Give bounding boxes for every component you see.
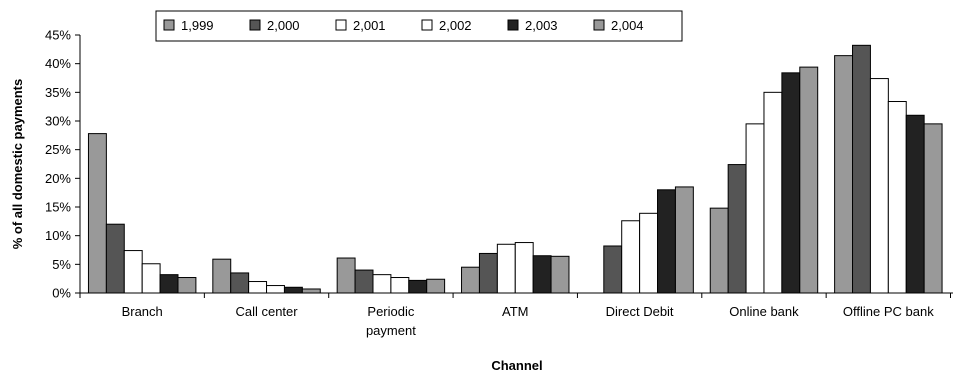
bar-2-004-atm	[550, 255, 570, 294]
x-tick-label-offline-pc-bank: Offline PC bank	[843, 304, 934, 319]
bar-2-001-call-center	[248, 281, 268, 294]
legend-label-1-999: 1,999	[181, 18, 214, 33]
bar-2-003-offline-pc-bank	[905, 114, 925, 294]
legend-swatch-2-003	[507, 19, 519, 31]
x-axis-title: Channel	[491, 358, 542, 373]
y-tick-label: 45%	[45, 28, 71, 43]
legend-label-2-003: 2,003	[525, 18, 558, 33]
x-tick-label-call-center: Call center	[235, 304, 298, 319]
bar-1-999-atm	[461, 266, 480, 294]
bar-2-003-call-center	[283, 286, 303, 294]
bar-2-003-periodic-payment	[408, 279, 428, 294]
x-axis: Branch Call center Periodic payment ATM Direc…	[79, 292, 953, 338]
bar-2-000-offline-pc-bank	[852, 44, 871, 294]
bar-2-002-direct-debit	[639, 212, 659, 294]
bar-2-001-offline-pc-bank	[869, 78, 889, 294]
bar-2-000-call-center	[230, 272, 250, 294]
legend-label-2-000: 2,000	[267, 18, 300, 33]
legend-swatch-2-002	[421, 19, 433, 31]
legend-swatch-1-999	[163, 19, 175, 31]
bar-2-000-periodic-payment	[354, 269, 374, 294]
y-tick-label: 0%	[52, 286, 71, 301]
bar-1-999-branch	[87, 133, 107, 294]
bar-2-003-direct-debit	[657, 189, 676, 294]
bar-2-002-atm	[514, 242, 534, 294]
y-tick-label: 15%	[45, 200, 71, 215]
bar-1-999-periodic-payment	[336, 257, 356, 294]
y-tick-label: 10%	[45, 228, 71, 243]
bar-series-group	[87, 44, 943, 294]
x-tick-label-online-bank: Online bank	[729, 304, 799, 319]
bar-2-002-branch	[141, 263, 161, 294]
bar-2-001-atm	[496, 243, 516, 294]
legend-swatch-2-001	[335, 19, 347, 31]
bar-2-002-call-center	[266, 285, 285, 294]
bar-2-000-atm	[478, 252, 498, 294]
bar-2-004-online-bank	[799, 66, 819, 294]
bar-2-003-online-bank	[781, 72, 801, 294]
y-tick-label: 20%	[45, 171, 71, 186]
bar-2-001-periodic-payment	[372, 274, 392, 294]
legend-label-2-004: 2,004	[611, 18, 644, 33]
bar-2-000-branch	[105, 223, 125, 294]
y-tick-label: 5%	[52, 257, 71, 272]
x-tick-label-periodic-payment: Periodic payment	[366, 304, 416, 338]
bar-2-001-branch	[123, 250, 143, 294]
legend-label-2-002: 2,002	[439, 18, 472, 33]
bar-2-002-offline-pc-bank	[887, 101, 907, 294]
bar-2-004-periodic-payment	[426, 278, 446, 294]
bar-1-999-online-bank	[709, 207, 729, 294]
x-tick-label-atm: ATM	[502, 304, 528, 319]
bar-2-001-online-bank	[745, 123, 765, 294]
bar-2-004-call-center	[301, 288, 321, 294]
bar-2-004-offline-pc-bank	[923, 123, 943, 294]
legend-swatch-2-004	[593, 19, 605, 31]
legend-swatch-2-000	[249, 19, 261, 31]
legend-label-2-001: 2,001	[353, 18, 386, 33]
bar-2-004-branch	[177, 277, 197, 294]
bar-2-000-online-bank	[727, 164, 747, 294]
bar-2-004-direct-debit	[674, 186, 694, 294]
y-tick-label: 25%	[45, 142, 71, 157]
x-tick-label-direct-debit: Direct Debit	[606, 304, 674, 319]
bar-2-003-branch	[159, 274, 179, 294]
y-axis: 0% 5% 10% 15% 20% 25% 30% 35% 40% 45%	[45, 28, 81, 301]
y-tick-label: 35%	[45, 85, 71, 100]
bar-1-999-offline-pc-bank	[834, 55, 854, 294]
legend: 1,999 2,000 2,001 2,002 2,003 2,004	[155, 10, 683, 42]
bar-2-000-direct-debit	[603, 245, 623, 294]
bar-2-001-direct-debit	[621, 220, 641, 294]
y-tick-label: 30%	[45, 114, 71, 129]
bar-2-003-atm	[532, 255, 552, 294]
x-tick-label-branch: Branch	[122, 304, 163, 319]
bar-2-002-online-bank	[763, 91, 783, 294]
y-tick-label: 40%	[45, 56, 71, 71]
y-axis-title: % of all domestic payments	[10, 79, 25, 250]
bar-2-002-periodic-payment	[390, 277, 410, 294]
bar-1-999-call-center	[212, 258, 232, 294]
